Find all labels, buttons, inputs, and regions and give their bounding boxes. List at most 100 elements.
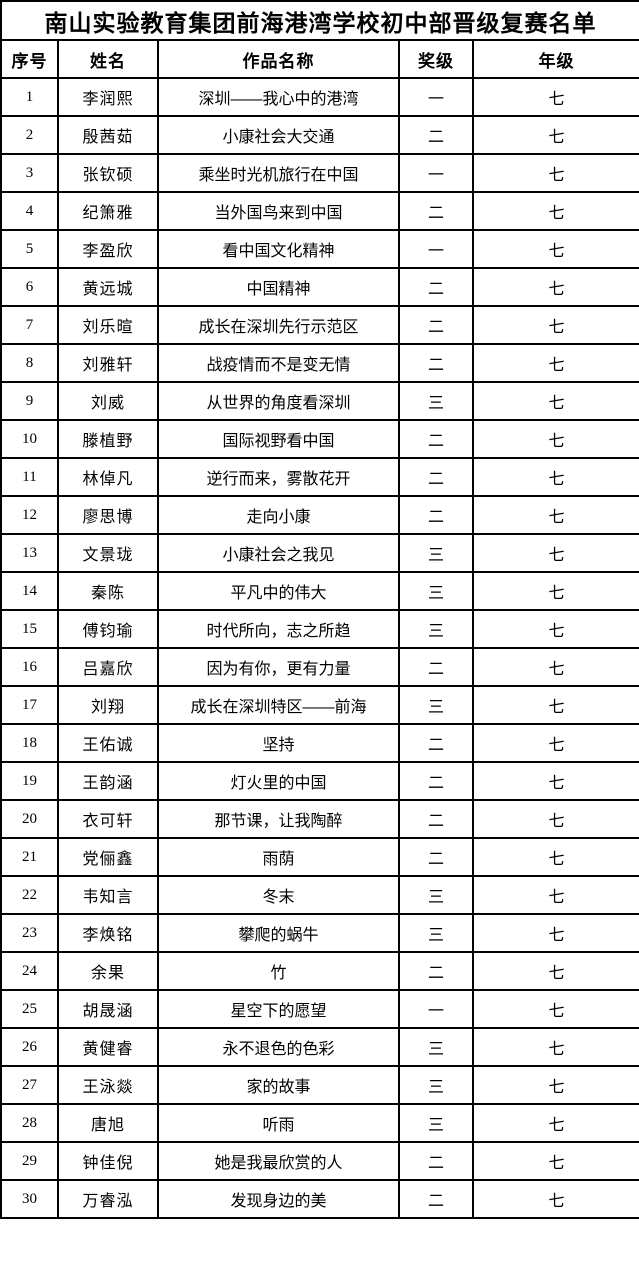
table-row: 10 滕植野 国际视野看中国 二 七	[0, 419, 639, 459]
grade-cell: 七	[471, 875, 639, 915]
award-level-cell: 二	[398, 1141, 474, 1181]
work-title-cell: 战疫情而不是变无情	[157, 343, 400, 383]
table-row: 27 王泳燚 家的故事 三 七	[0, 1065, 639, 1105]
table-row: 5 李盈欣 看中国文化精神 一 七	[0, 229, 639, 269]
student-name-cell: 王泳燚	[57, 1065, 159, 1105]
grade-cell: 七	[471, 571, 639, 611]
grade-cell: 七	[471, 115, 639, 155]
grade-cell: 七	[471, 419, 639, 459]
row-number-cell: 20	[0, 799, 59, 839]
grade-cell: 七	[471, 913, 639, 953]
table-row: 22 韦知言 冬末 三 七	[0, 875, 639, 915]
row-number-cell: 24	[0, 951, 59, 991]
row-number-cell: 26	[0, 1027, 59, 1067]
work-title-cell: 那节课，让我陶醉	[157, 799, 400, 839]
grade-cell: 七	[471, 647, 639, 687]
table-row: 23 李焕铭 攀爬的蜗牛 三 七	[0, 913, 639, 953]
award-level-cell: 三	[398, 1103, 474, 1143]
grade-cell: 七	[471, 1065, 639, 1105]
table-row: 30 万睿泓 发现身边的美 二 七	[0, 1179, 639, 1219]
grade-cell: 七	[471, 191, 639, 231]
row-number-cell: 25	[0, 989, 59, 1029]
work-title-cell: 竹	[157, 951, 400, 991]
work-title-cell: 因为有你，更有力量	[157, 647, 400, 687]
award-level-cell: 二	[398, 799, 474, 839]
student-name-cell: 黄远城	[57, 267, 159, 307]
student-name-cell: 廖思博	[57, 495, 159, 535]
table-row: 1 李润熙 深圳——我心中的港湾 一 七	[0, 77, 639, 117]
table-row: 21 党俪鑫 雨荫 二 七	[0, 837, 639, 877]
row-number-cell: 7	[0, 305, 59, 345]
column-header-no: 序号	[0, 39, 59, 79]
table-row: 20 衣可轩 那节课，让我陶醉 二 七	[0, 799, 639, 839]
work-title-cell: 走向小康	[157, 495, 400, 535]
grade-cell: 七	[471, 1141, 639, 1181]
student-name-cell: 余果	[57, 951, 159, 991]
student-name-cell: 党俪鑫	[57, 837, 159, 877]
row-number-cell: 15	[0, 609, 59, 649]
award-level-cell: 二	[398, 267, 474, 307]
work-title-cell: 平凡中的伟大	[157, 571, 400, 611]
award-level-cell: 三	[398, 1065, 474, 1105]
student-name-cell: 刘翔	[57, 685, 159, 725]
row-number-cell: 9	[0, 381, 59, 421]
table-row: 17 刘翔 成长在深圳特区——前海 三 七	[0, 685, 639, 725]
table-row: 16 吕嘉欣 因为有你，更有力量 二 七	[0, 647, 639, 687]
award-level-cell: 三	[398, 571, 474, 611]
row-number-cell: 11	[0, 457, 59, 497]
work-title-cell: 当外国鸟来到中国	[157, 191, 400, 231]
row-number-cell: 10	[0, 419, 59, 459]
award-level-cell: 二	[398, 343, 474, 383]
row-number-cell: 16	[0, 647, 59, 687]
row-number-cell: 18	[0, 723, 59, 763]
student-name-cell: 张钦硕	[57, 153, 159, 193]
table-row: 4 纪箫雅 当外国鸟来到中国 二 七	[0, 191, 639, 231]
grade-cell: 七	[471, 837, 639, 877]
row-number-cell: 17	[0, 685, 59, 725]
grade-cell: 七	[471, 799, 639, 839]
row-number-cell: 21	[0, 837, 59, 877]
student-name-cell: 李润熙	[57, 77, 159, 117]
row-number-cell: 28	[0, 1103, 59, 1143]
award-level-cell: 三	[398, 875, 474, 915]
row-number-cell: 5	[0, 229, 59, 269]
award-level-cell: 二	[398, 495, 474, 535]
grade-cell: 七	[471, 457, 639, 497]
row-number-cell: 29	[0, 1141, 59, 1181]
table-row: 12 廖思博 走向小康 二 七	[0, 495, 639, 535]
column-header-award: 奖级	[398, 39, 474, 79]
work-title-cell: 听雨	[157, 1103, 400, 1143]
table-row: 25 胡晟涵 星空下的愿望 一 七	[0, 989, 639, 1029]
row-number-cell: 3	[0, 153, 59, 193]
student-name-cell: 秦陈	[57, 571, 159, 611]
student-name-cell: 刘雅轩	[57, 343, 159, 383]
award-level-cell: 一	[398, 153, 474, 193]
work-title-cell: 小康社会大交通	[157, 115, 400, 155]
student-name-cell: 纪箫雅	[57, 191, 159, 231]
column-header-grade: 年级	[471, 39, 639, 79]
award-level-cell: 三	[398, 381, 474, 421]
row-number-cell: 8	[0, 343, 59, 383]
column-header-work: 作品名称	[157, 39, 400, 79]
table-row: 9 刘威 从世界的角度看深圳 三 七	[0, 381, 639, 421]
row-number-cell: 19	[0, 761, 59, 801]
row-number-cell: 30	[0, 1179, 59, 1219]
table-title: 南山实验教育集团前海港湾学校初中部晋级复赛名单	[0, 0, 639, 41]
grade-cell: 七	[471, 1179, 639, 1219]
row-number-cell: 4	[0, 191, 59, 231]
work-title-cell: 冬末	[157, 875, 400, 915]
grade-cell: 七	[471, 533, 639, 573]
row-number-cell: 12	[0, 495, 59, 535]
title-row: 南山实验教育集团前海港湾学校初中部晋级复赛名单	[0, 0, 639, 41]
work-title-cell: 逆行而来，雾散花开	[157, 457, 400, 497]
work-title-cell: 国际视野看中国	[157, 419, 400, 459]
work-title-cell: 中国精神	[157, 267, 400, 307]
work-title-cell: 成长在深圳特区——前海	[157, 685, 400, 725]
table-row: 6 黄远城 中国精神 二 七	[0, 267, 639, 307]
work-title-cell: 时代所向，志之所趋	[157, 609, 400, 649]
work-title-cell: 从世界的角度看深圳	[157, 381, 400, 421]
row-number-cell: 1	[0, 77, 59, 117]
work-title-cell: 小康社会之我见	[157, 533, 400, 573]
grade-cell: 七	[471, 495, 639, 535]
award-level-cell: 三	[398, 913, 474, 953]
